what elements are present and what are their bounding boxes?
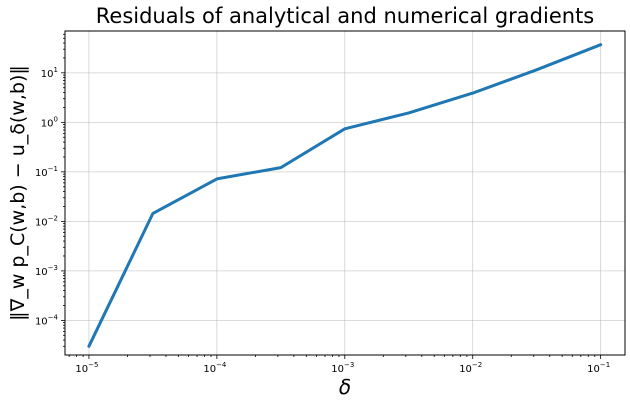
y-tick-exponent: −3	[48, 264, 58, 272]
y-tick-label: 10−3	[35, 264, 58, 278]
x-tick-exponent: −3	[344, 361, 354, 369]
x-tick-label: 10−2	[459, 361, 482, 375]
chart-title: Residuals of analytical and numerical gr…	[96, 4, 595, 28]
y-tick-exponent: −1	[48, 165, 58, 173]
x-tick-base: 10	[75, 364, 88, 375]
y-tick-label: 101	[41, 66, 58, 80]
y-tick-label: 10−2	[35, 214, 58, 228]
x-tick-label: 10−4	[203, 361, 227, 375]
y-tick-base: 10	[35, 168, 48, 179]
y-tick-exponent: −4	[48, 313, 59, 321]
y-tick-base: 10	[35, 217, 48, 228]
x-tick-label: 10−1	[587, 361, 610, 375]
y-tick-base: 10	[35, 316, 48, 327]
y-axis-label: ‖∇_w p_C(w,b) − u_δ(w,b)‖	[7, 65, 29, 321]
y-tick-exponent: 0	[54, 115, 58, 123]
x-tick-label: 10−3	[331, 361, 354, 375]
y-tick-exponent: −2	[48, 214, 58, 222]
x-tick-base: 10	[459, 364, 472, 375]
grid-layer	[65, 31, 625, 355]
y-tick-label: 100	[41, 115, 58, 129]
line-layer	[87, 43, 603, 348]
x-tick-exponent: −5	[88, 361, 98, 369]
y-tick-label: 10−4	[35, 313, 59, 327]
y-tick-base: 10	[41, 118, 54, 129]
x-tick-base: 10	[203, 364, 216, 375]
y-tick-base: 10	[35, 267, 48, 278]
tick-layer: 10−5 10−4 10−3 10−2 10−110−410−310−210−11001…	[35, 33, 610, 375]
x-tick-base: 10	[587, 364, 600, 375]
x-tick-exponent: −2	[472, 361, 482, 369]
y-tick-exponent: 1	[54, 66, 58, 74]
x-tick-exponent: −4	[216, 361, 227, 369]
y-tick-label: 10−1	[35, 165, 58, 179]
y-tick-base: 10	[41, 69, 54, 80]
x-tick-exponent: −1	[600, 361, 610, 369]
x-tick-label: 10−5	[75, 361, 98, 375]
x-axis-label: δ	[339, 375, 351, 399]
x-tick-base: 10	[331, 364, 344, 375]
